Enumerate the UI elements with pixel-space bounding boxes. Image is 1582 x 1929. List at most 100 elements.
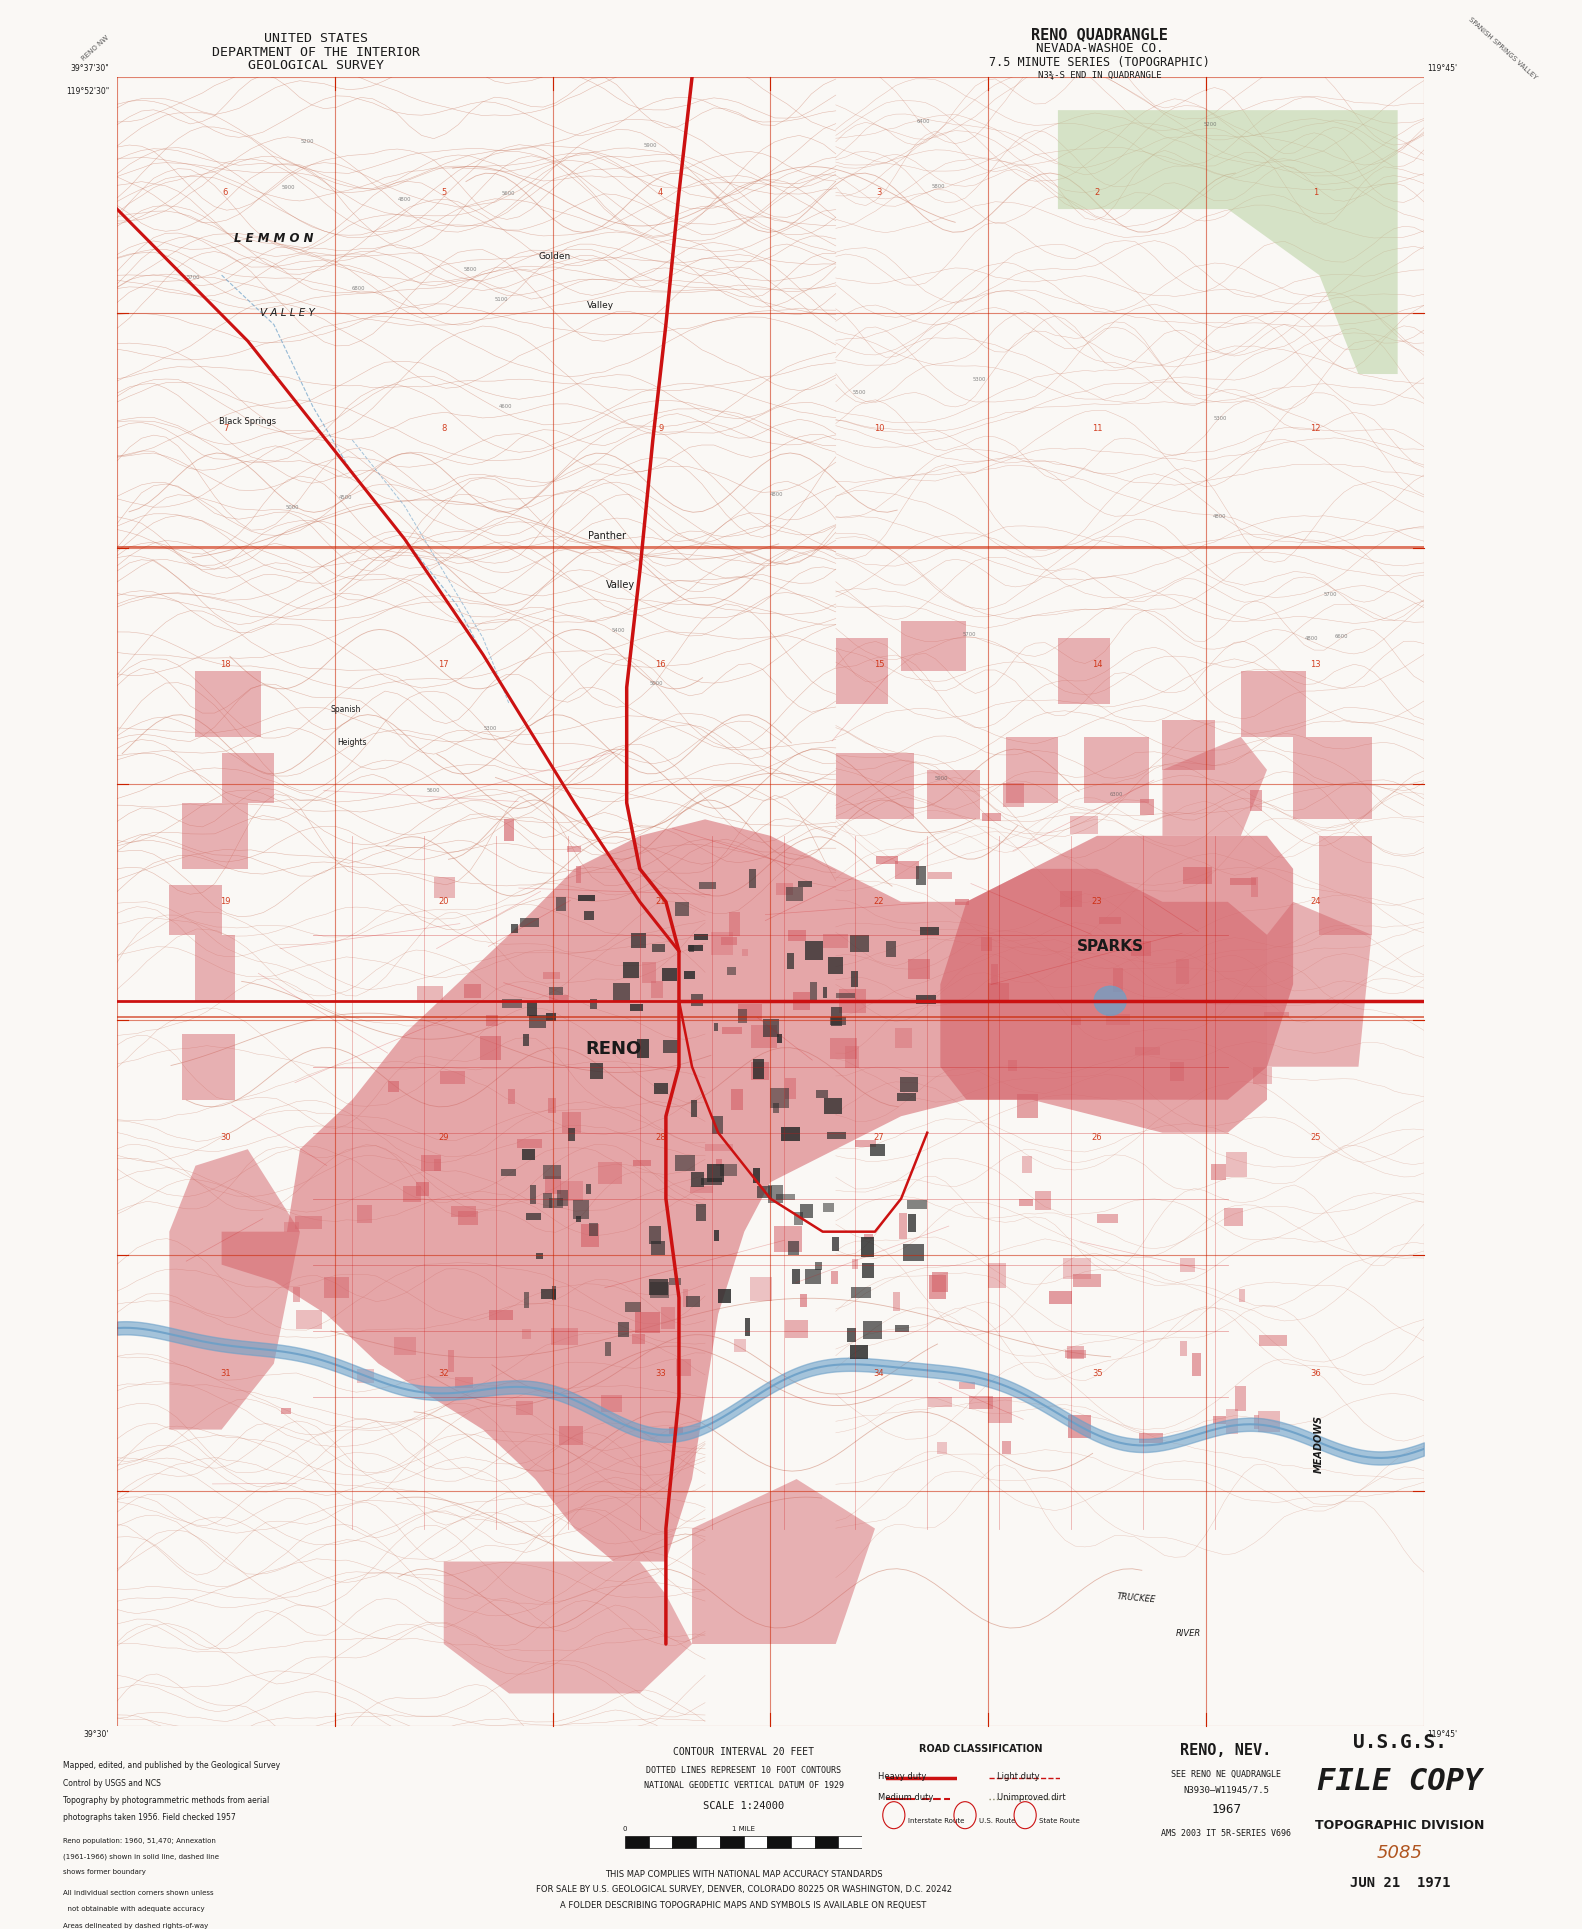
Bar [713, 1229, 720, 1240]
Bar [1319, 835, 1372, 936]
Bar [614, 982, 630, 1001]
Text: 5900: 5900 [935, 775, 948, 781]
Bar [549, 1098, 557, 1113]
Text: 4: 4 [658, 189, 663, 197]
Text: 36: 36 [1310, 1370, 1321, 1377]
Bar [324, 1277, 350, 1298]
Bar [546, 1013, 555, 1020]
Text: Mapped, edited, and published by the Geological Survey: Mapped, edited, and published by the Geo… [63, 1761, 280, 1771]
Text: Interstate Route: Interstate Route [908, 1817, 965, 1825]
Bar [786, 953, 794, 968]
Text: Golden: Golden [539, 251, 571, 260]
Bar [895, 860, 919, 880]
Polygon shape [1058, 110, 1397, 374]
Bar [908, 1200, 927, 1209]
Bar [690, 1186, 713, 1194]
Bar [1224, 1208, 1243, 1225]
Bar [694, 934, 707, 939]
Bar [831, 1007, 842, 1026]
Bar [560, 1181, 584, 1202]
Bar [793, 992, 810, 1011]
Bar [282, 1408, 291, 1414]
Bar [770, 1088, 789, 1107]
Text: 30: 30 [220, 1132, 231, 1142]
Bar [501, 1169, 516, 1177]
Bar [712, 1117, 723, 1134]
Text: CONTOUR INTERVAL 20 FEET: CONTOUR INTERVAL 20 FEET [672, 1748, 815, 1757]
Bar [688, 945, 702, 951]
Text: 8: 8 [441, 424, 446, 432]
Bar [827, 957, 843, 974]
Bar [598, 1163, 622, 1184]
Bar [785, 1319, 808, 1339]
Bar [1292, 737, 1372, 820]
Bar [501, 999, 522, 1007]
Text: 11: 11 [1092, 424, 1103, 432]
Bar [196, 936, 234, 1001]
Bar [816, 1090, 827, 1098]
Bar [742, 949, 748, 955]
Bar [557, 1190, 568, 1206]
Text: 13: 13 [1310, 660, 1321, 669]
Bar [631, 1335, 645, 1345]
Bar [1212, 1163, 1226, 1181]
Bar [543, 972, 560, 978]
Bar [731, 1088, 744, 1109]
Bar [601, 1395, 622, 1412]
Bar [1084, 737, 1150, 802]
Bar [691, 1100, 698, 1117]
Bar [1006, 737, 1058, 802]
Bar [886, 941, 895, 957]
Text: N3¾-S END IN QUADRANGLE: N3¾-S END IN QUADRANGLE [1038, 69, 1161, 79]
Text: 5900: 5900 [282, 185, 296, 191]
Bar [797, 882, 812, 887]
Bar [989, 984, 1009, 999]
Bar [815, 1262, 823, 1269]
Bar [568, 845, 581, 853]
Bar [908, 1213, 916, 1233]
Bar [756, 1186, 772, 1198]
Bar [676, 903, 690, 916]
Bar [835, 638, 888, 704]
Bar [1226, 1152, 1248, 1177]
Text: 7.5 MINUTE SERIES (TOPOGRAPHIC): 7.5 MINUTE SERIES (TOPOGRAPHIC) [989, 56, 1210, 69]
Bar [1139, 1433, 1163, 1443]
Bar [590, 999, 596, 1009]
Bar [968, 1397, 993, 1410]
Bar [786, 887, 804, 901]
Bar [721, 937, 737, 945]
Bar [549, 995, 568, 1003]
Bar [777, 1194, 796, 1200]
Text: JUN 21  1971: JUN 21 1971 [1349, 1875, 1451, 1890]
Bar [489, 1310, 513, 1319]
Bar [522, 1034, 530, 1046]
Text: 19: 19 [220, 897, 231, 907]
Text: TOPOGRAPHIC DIVISION: TOPOGRAPHIC DIVISION [1315, 1819, 1485, 1833]
Bar [683, 972, 694, 978]
Text: MEADOWS: MEADOWS [1315, 1414, 1324, 1474]
Bar [827, 1132, 846, 1140]
Text: Panther: Panther [589, 530, 626, 540]
Bar [481, 1036, 501, 1061]
Bar [653, 1082, 668, 1094]
Text: A FOLDER DESCRIBING TOPOGRAPHIC MAPS AND SYMBOLS IS AVAILABLE ON REQUEST: A FOLDER DESCRIBING TOPOGRAPHIC MAPS AND… [560, 1900, 927, 1910]
Bar [846, 1329, 856, 1343]
Text: 4600: 4600 [498, 405, 513, 409]
Text: U.S.G.S.: U.S.G.S. [1353, 1732, 1448, 1752]
Bar [543, 1165, 560, 1179]
Text: Black Springs: Black Springs [220, 417, 277, 426]
Bar [831, 1271, 838, 1285]
Bar [720, 1836, 744, 1848]
Text: RIVER: RIVER [1175, 1628, 1201, 1638]
Text: Valley: Valley [587, 301, 614, 311]
Bar [623, 963, 639, 978]
Text: 25: 25 [1310, 1132, 1321, 1142]
Bar [981, 937, 992, 951]
Text: 39°30': 39°30' [84, 1730, 109, 1740]
Text: 4500: 4500 [339, 496, 353, 500]
Bar [831, 1017, 846, 1024]
Bar [932, 1271, 948, 1292]
Text: RENO, NEV.: RENO, NEV. [1180, 1744, 1272, 1759]
Bar [634, 1312, 660, 1333]
Text: 26: 26 [1092, 1132, 1103, 1142]
